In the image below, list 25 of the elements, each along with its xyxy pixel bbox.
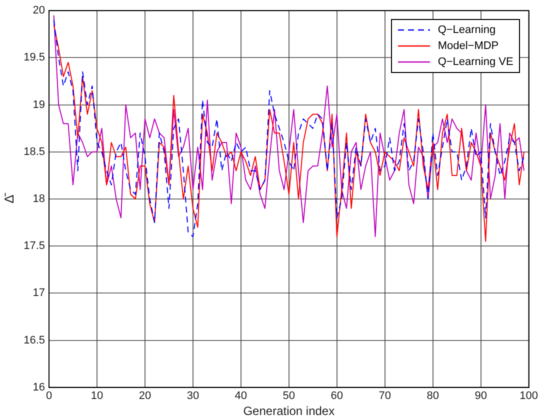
- x-tick-label: 80: [426, 390, 439, 402]
- x-tick-label: 90: [474, 390, 487, 402]
- y-tick-label: 16: [32, 381, 46, 394]
- x-axis-title: Generation index: [243, 404, 335, 418]
- x-tick-label: 70: [378, 390, 392, 402]
- x-tick-label: 10: [90, 390, 104, 402]
- legend-label: Q−Learning: [438, 22, 496, 38]
- y-tick-label: 16.5: [24, 334, 46, 346]
- y-tick-label: 19.5: [24, 52, 46, 64]
- x-tick-label: 50: [282, 390, 296, 402]
- x-tick-label: 30: [186, 390, 200, 402]
- legend-label: Model−MDP: [438, 38, 499, 54]
- y-axis-title: Δ̄: [1, 192, 16, 204]
- x-tick-label: 0: [46, 390, 52, 402]
- y-tick-label: 17.5: [24, 240, 46, 252]
- y-tick-label: 18.5: [24, 146, 46, 158]
- x-tick-label: 100: [520, 390, 538, 402]
- y-tick-label: 19: [32, 98, 46, 111]
- x-tick-label: 60: [330, 390, 344, 402]
- x-tick-label: 40: [234, 390, 248, 402]
- x-tick-label: 20: [138, 390, 152, 402]
- y-tick-label: 17: [32, 287, 46, 300]
- y-tick-label: 20: [32, 4, 46, 17]
- legend-label: Q−Learning VE: [438, 54, 514, 70]
- y-tick-label: 18: [32, 193, 46, 206]
